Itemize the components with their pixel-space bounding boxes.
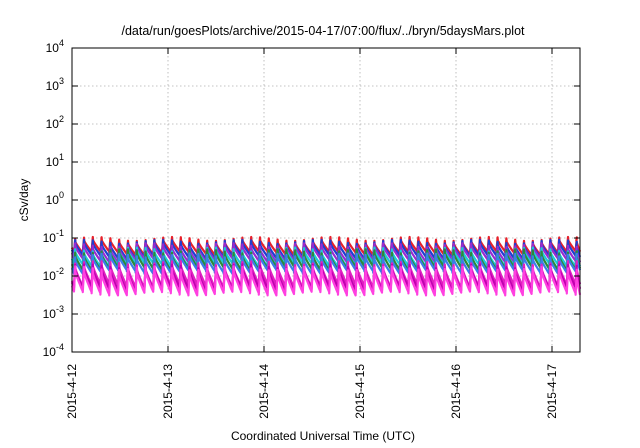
- series-line: [70, 265, 582, 297]
- x-tick-label: 2015-4-15: [353, 364, 367, 419]
- x-tick-label: 2015-4-13: [161, 364, 175, 419]
- y-tick-label: 10-2: [43, 266, 64, 283]
- y-tick-label: 100: [46, 190, 64, 207]
- y-tick-label: 104: [46, 38, 64, 55]
- x-tick-label: 2015-4-16: [449, 364, 463, 419]
- chart-title: /data/run/goesPlots/archive/2015-04-17/0…: [121, 24, 525, 38]
- x-tick-label: 2015-4-12: [65, 364, 79, 419]
- x-axis-label: Coordinated Universal Time (UTC): [231, 429, 415, 443]
- series-line: [70, 252, 582, 275]
- y-axis-label: cSv/day: [17, 179, 31, 222]
- y-tick-label: 101: [46, 152, 64, 169]
- x-tick-label: 2015-4-17: [545, 364, 559, 419]
- grid: [72, 48, 580, 352]
- y-tick-label: 10-3: [43, 304, 64, 321]
- x-ticks: 2015-4-12 2015-4-13 2015-4-14 2015-4-15 2015…: [65, 48, 559, 419]
- y-tick-label: 10-4: [43, 342, 64, 359]
- y-tick-label: 103: [46, 76, 64, 93]
- y-tick-label: 10-1: [43, 228, 64, 245]
- x-tick-label: 2015-4-14: [257, 364, 271, 419]
- y-ticks: 10-4 10-3 10-2 10-1 100 101 102 103 104: [43, 38, 580, 359]
- series-group: [70, 235, 582, 297]
- y-tick-label: 102: [46, 114, 64, 131]
